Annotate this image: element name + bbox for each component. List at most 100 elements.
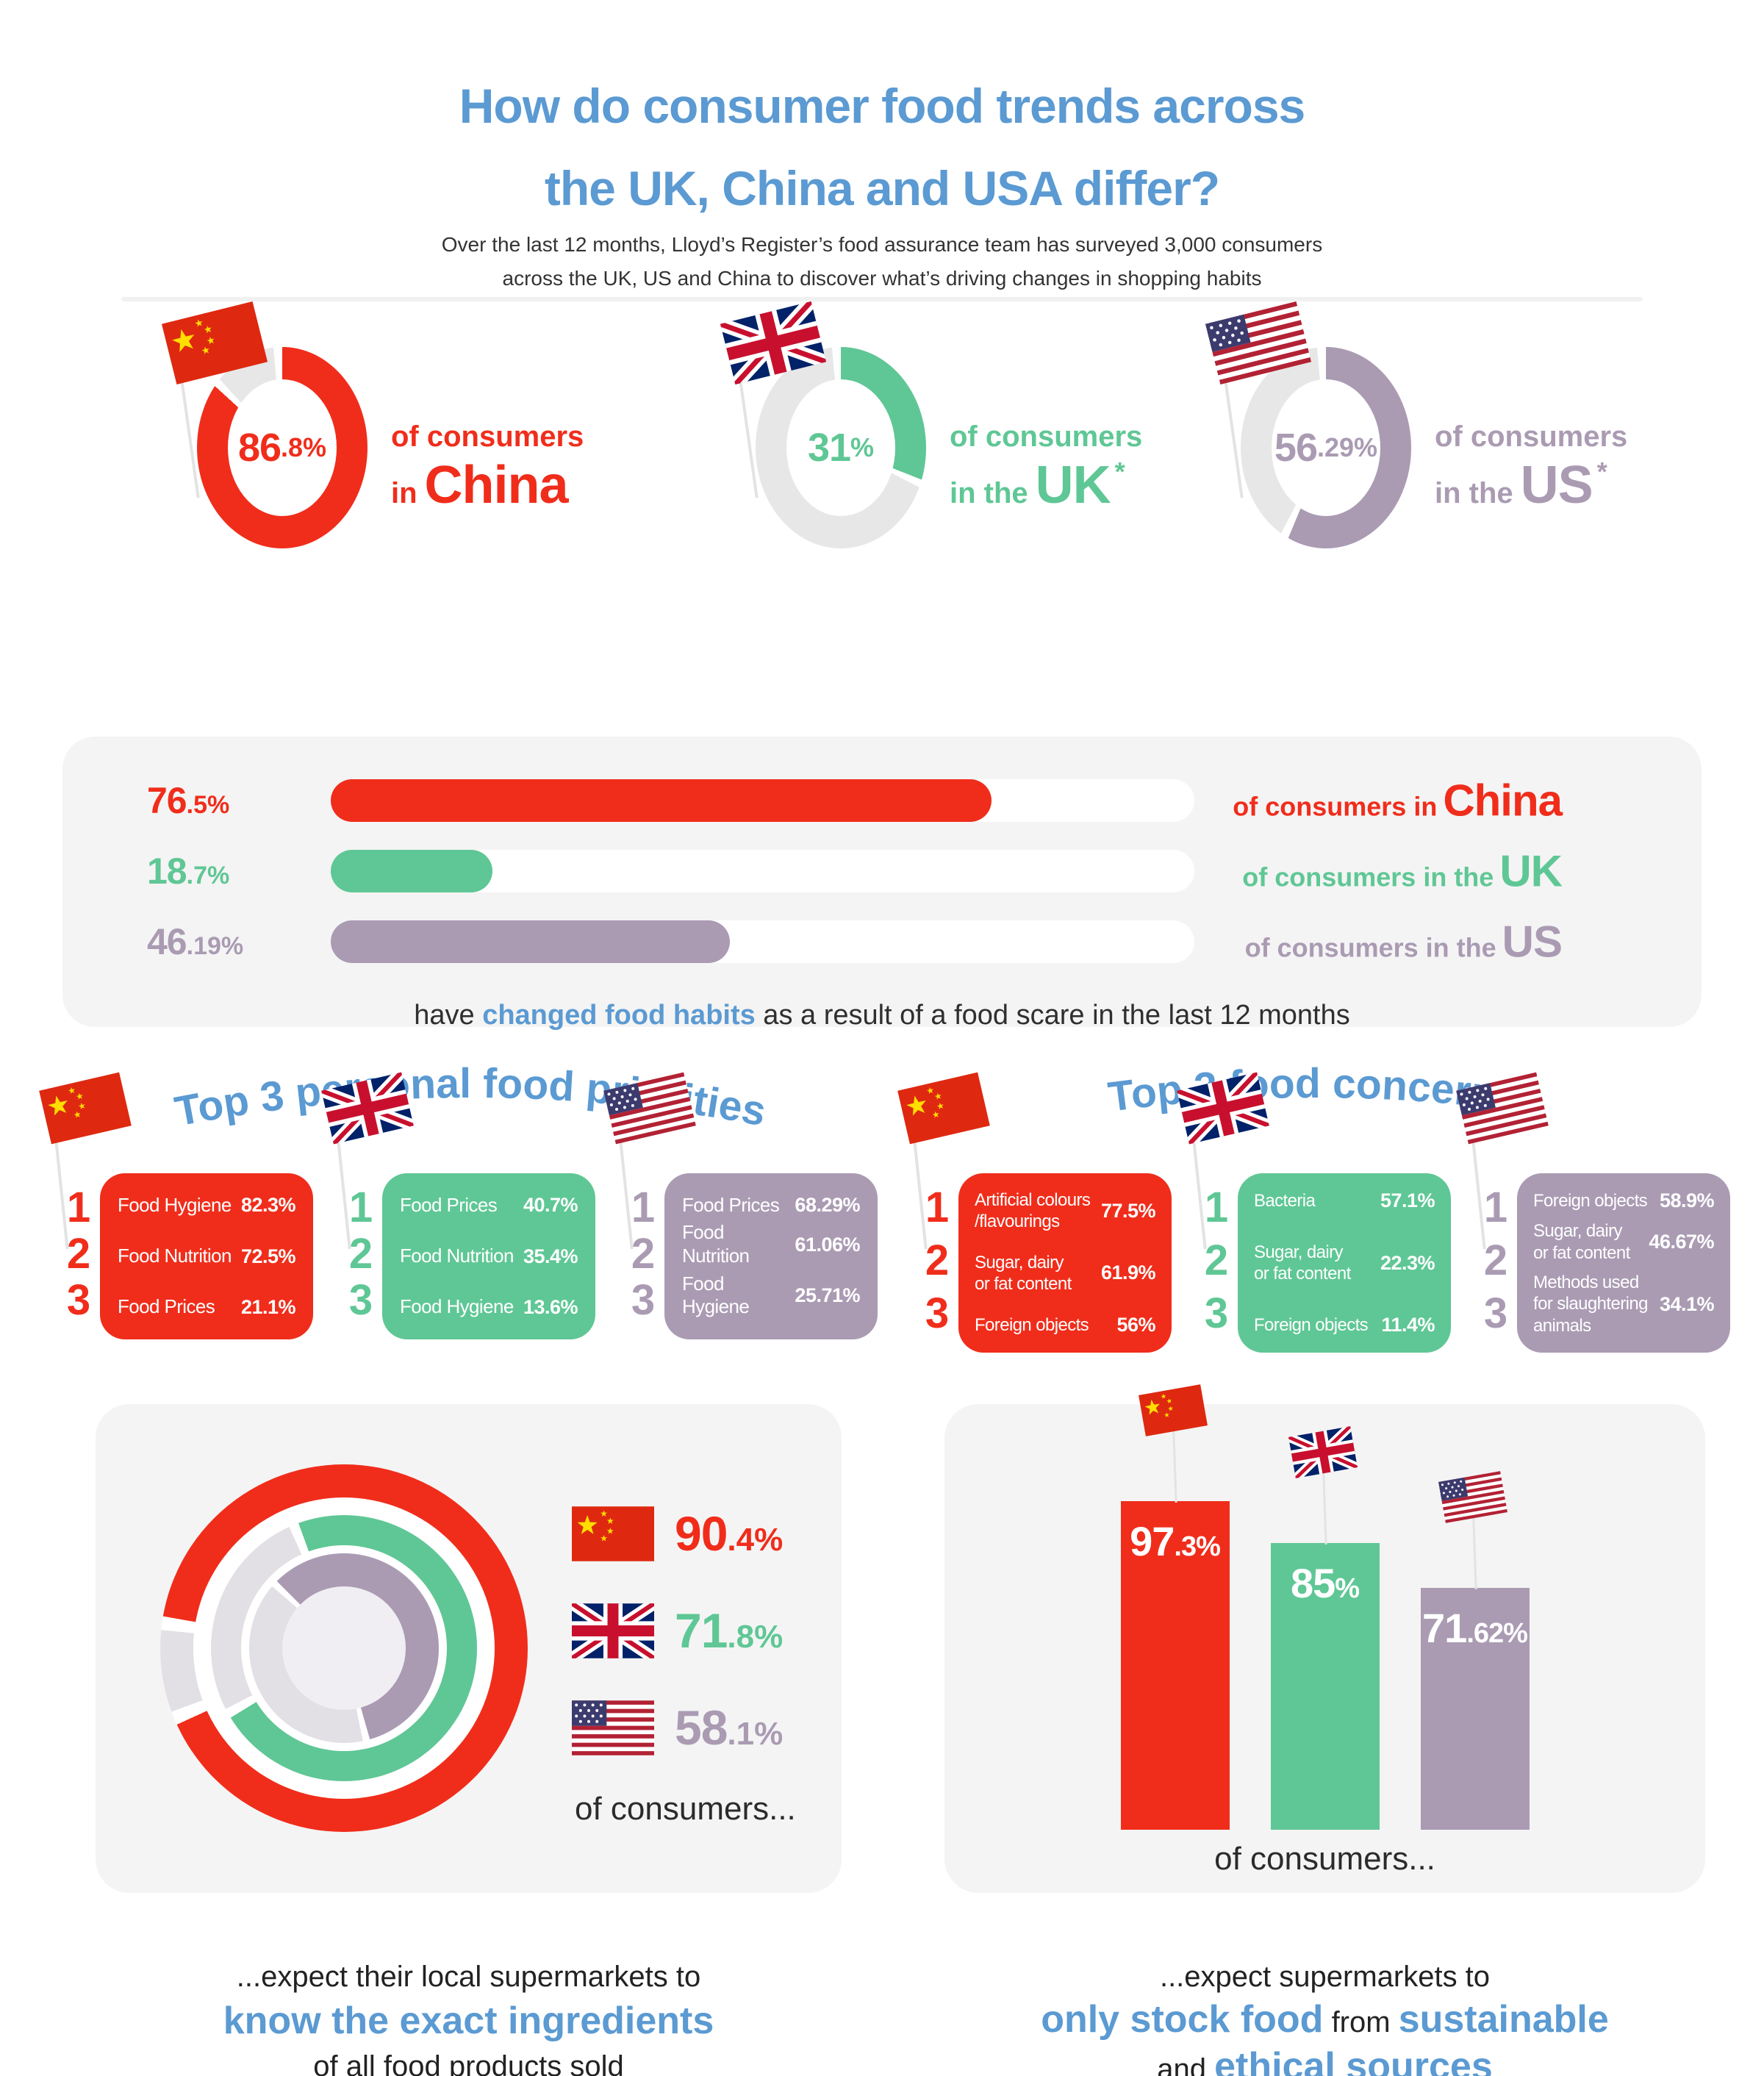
uk-bar-fill: [331, 850, 492, 892]
row-value: 56%: [1116, 1314, 1155, 1336]
uk-flag-icon: [720, 301, 827, 384]
uk-flagpost: [1182, 1081, 1264, 1250]
usa-flagpost: [609, 1081, 691, 1250]
card-row: Foreign objects 56%: [975, 1314, 1155, 1336]
china-flagpost: [1141, 1389, 1205, 1503]
flag-pole: [1471, 1513, 1477, 1590]
habits-panel: 76.5% of consumers in China 18.7% of cons…: [62, 737, 1702, 1031]
value-int: 90: [675, 1506, 728, 1561]
row-value: 34.1%: [1659, 1292, 1715, 1315]
us-card: Food Prices 68.29% Food Nutrition 61.06% F…: [664, 1173, 878, 1339]
sustainable-caption: ...expect supermarkets to only stock foo…: [944, 1955, 1705, 2076]
donut-value-frac: .8%: [281, 432, 327, 462]
donut-asterisk: *: [1114, 457, 1125, 487]
rank-3: 3: [1204, 1289, 1229, 1337]
uk-legend-value: 71.8%: [675, 1603, 783, 1658]
usa-flag-icon: [1438, 1471, 1507, 1523]
row-label: Food Nutrition: [682, 1221, 750, 1267]
donut-label-country: China: [424, 456, 569, 515]
caption-line3: and ethical sources: [944, 2045, 1705, 2076]
china-legend-value: 90.4%: [675, 1506, 783, 1561]
title-line1: How do consumer food trends across: [459, 79, 1306, 134]
rank-3: 3: [66, 1276, 91, 1324]
rank-numbers: 1 2 3: [1480, 1173, 1511, 1353]
row-label: Foreign objects: [1533, 1190, 1648, 1211]
value-int: 58: [675, 1700, 728, 1755]
row-value: 22.3%: [1380, 1251, 1435, 1274]
row-label: Sugar, dairy or fat content: [1254, 1242, 1351, 1284]
us-bar-track: [331, 920, 1194, 963]
value-frac: .3%: [1174, 1531, 1220, 1563]
label-pre: of consumers in the: [1242, 862, 1494, 892]
uk-bar: 85%: [1270, 1543, 1380, 1830]
uk-bar-track: [331, 850, 1194, 892]
china-bar-track: [331, 779, 1194, 822]
donut-label-line1: of consumers: [1435, 420, 1628, 453]
row-value: 61.9%: [1100, 1261, 1156, 1284]
usa-flag-icon: [572, 1700, 654, 1755]
row-value: 46.67%: [1649, 1231, 1714, 1253]
card-row: Bacteria 57.1%: [1254, 1189, 1435, 1212]
us-legend-value: 58.1%: [675, 1700, 783, 1755]
sustainable-bars-chart: 97.3% 85% 71.62%: [944, 1501, 1705, 1830]
us-donut-value: 56.29%: [1241, 347, 1411, 548]
row-label: Food Nutrition: [400, 1245, 514, 1267]
usa-flagpost: [1461, 1081, 1544, 1250]
china-donut-label: of consumers in China: [391, 418, 584, 515]
ingredients-box: 90.4% 71.8% 58.1% of consumers...: [96, 1404, 842, 1893]
sustainable-note: of consumers...: [1214, 1841, 1435, 1877]
concerns-card-china: 1 2 3 Artificial colours /flavourings 77.…: [922, 1173, 1172, 1353]
row-value: 82.3%: [240, 1194, 296, 1217]
caption-plain: from: [1323, 2006, 1399, 2039]
rank-2: 2: [1483, 1236, 1508, 1284]
value-frac: .1%: [727, 1716, 784, 1752]
us-card: Foreign objects 58.9% Sugar, dairy or fat…: [1517, 1173, 1730, 1353]
china-card: Artificial colours /flavourings 77.5% Sug…: [958, 1173, 1172, 1353]
caption-line1: ...expect supermarkets to: [1159, 1961, 1491, 1993]
donut-label-line1: of consumers: [950, 420, 1143, 453]
card-row: Food Prices 68.29%: [682, 1194, 860, 1217]
china-bar: 97.3%: [1120, 1501, 1230, 1830]
priorities-cards: 1 2 3 Food Hygiene 82.3% Food Nutrition 72…: [63, 1173, 878, 1339]
section-divider: [121, 297, 1643, 301]
rings-center: [282, 1586, 406, 1710]
row-value: 61.06%: [795, 1233, 860, 1256]
value-int: 71: [1422, 1605, 1467, 1652]
rank-2: 2: [66, 1230, 91, 1278]
habits-caption: have changed food habits as a result of …: [62, 1000, 1702, 1031]
donut-label-country: UK: [1035, 456, 1111, 515]
us-ring: [249, 1553, 439, 1743]
usa-flag-icon: [1456, 1072, 1549, 1144]
subtitle-line1: Over the last 12 months, Lloyd’s Registe…: [441, 233, 1323, 256]
usa-flagpost: [1441, 1476, 1505, 1590]
concern-donut-group-china: 86.8% of consumers in China: [197, 347, 584, 548]
card-row: Food Nutrition 61.06%: [682, 1221, 860, 1267]
donut-value-int: 56: [1274, 426, 1318, 470]
value-frac: .4%: [727, 1522, 784, 1558]
ring-gap: [193, 1497, 495, 1799]
rank-1: 1: [66, 1184, 91, 1231]
us-food-safety-donut: 56.29%: [1241, 347, 1411, 548]
uk-flag-icon: [1288, 1426, 1358, 1478]
card-row: Sugar, dairy or fat content 46.67%: [1533, 1220, 1714, 1264]
value-int: 18: [147, 851, 187, 892]
china-bar-fill: [331, 779, 992, 822]
value-int: 46: [147, 921, 187, 962]
card-row: Food Nutrition 72.5%: [118, 1245, 296, 1268]
page-subtitle: Over the last 12 months, Lloyd’s Registe…: [0, 228, 1764, 296]
concerns-card-us: 1 2 3 Foreign objects 58.9% Sugar, dairy …: [1480, 1173, 1730, 1353]
rank-1: 1: [1204, 1184, 1229, 1231]
china-flagpost: [903, 1081, 985, 1250]
uk-flagpost: [1291, 1431, 1355, 1545]
us-bar: 71.62%: [1420, 1588, 1530, 1830]
china-flagpost: [44, 1081, 126, 1250]
donut-value-int: 31: [807, 426, 851, 470]
donut-asterisk: *: [1596, 457, 1607, 487]
rank-2: 2: [925, 1236, 950, 1284]
row-label: Food Nutrition: [118, 1245, 232, 1267]
rank-2: 2: [348, 1230, 373, 1278]
uk-flagpost: [726, 312, 820, 498]
china-bar-value: 97.3%: [1121, 1517, 1230, 1565]
label-country: UK: [1499, 846, 1563, 896]
uk-card: Food Prices 40.7% Food Nutrition 35.4% Foo…: [382, 1173, 595, 1339]
